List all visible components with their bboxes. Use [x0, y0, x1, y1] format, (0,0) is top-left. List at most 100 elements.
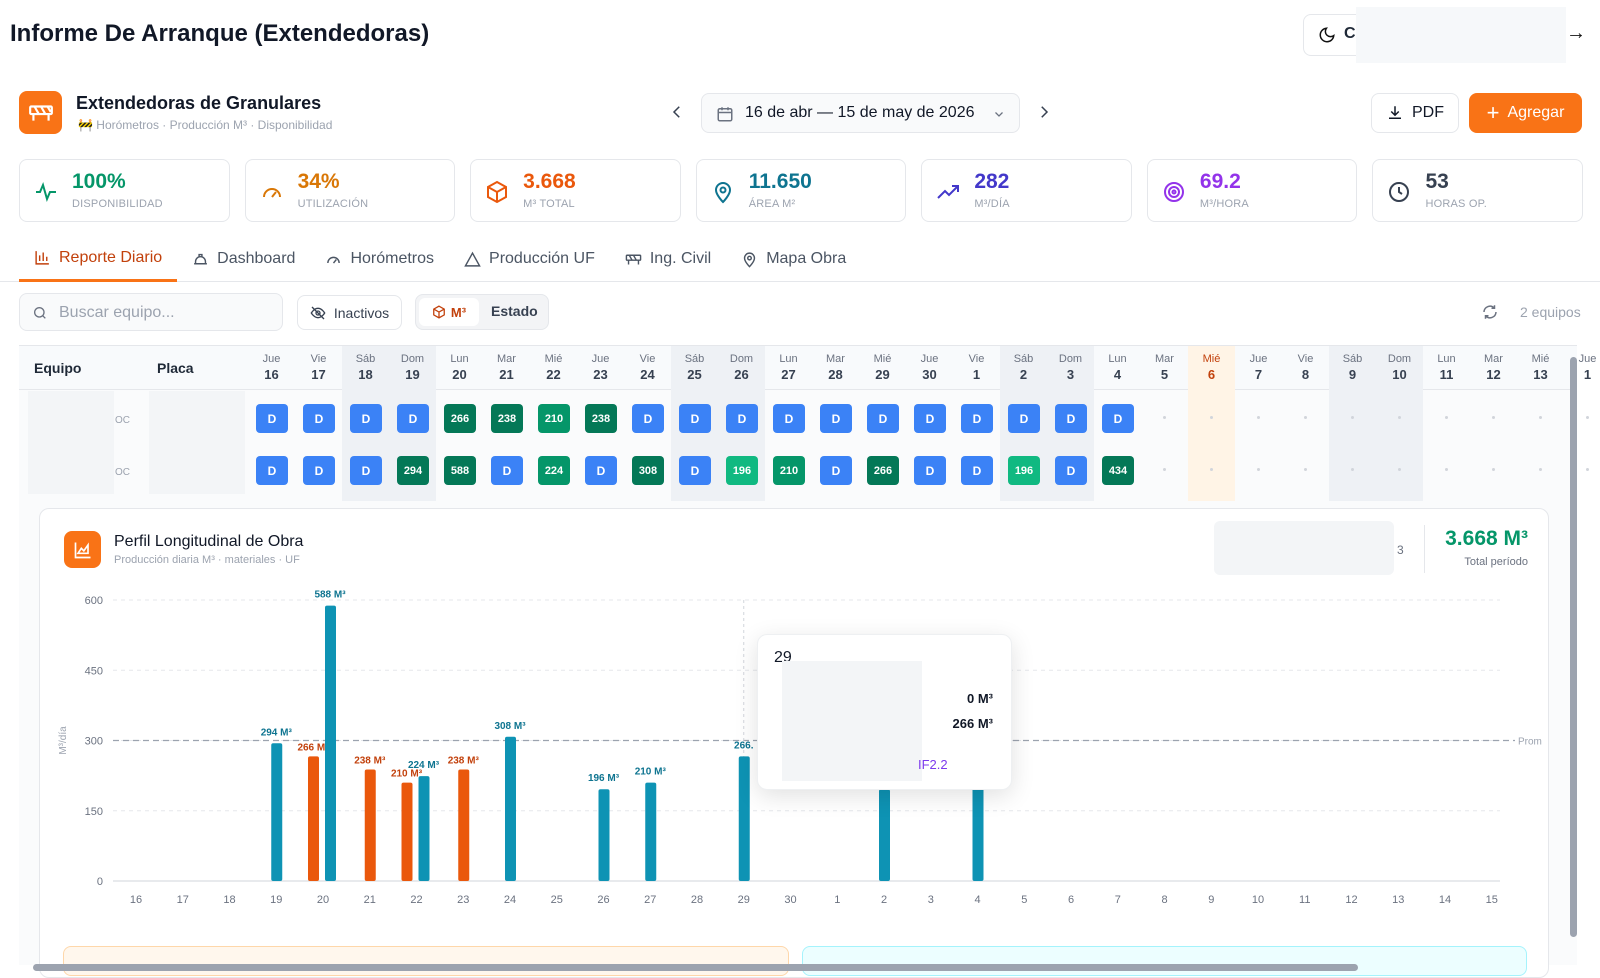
- estado-mode-button[interactable]: Estado: [491, 303, 538, 319]
- add-button[interactable]: + Agregar: [1469, 93, 1582, 133]
- grid-cell[interactable]: D: [303, 404, 335, 433]
- inactivos-toggle[interactable]: Inactivos: [297, 295, 402, 330]
- x-tick-label: 25: [551, 894, 563, 906]
- bar-label: 238 M³: [448, 756, 480, 767]
- empty-cell: [1398, 416, 1401, 419]
- grid-cell[interactable]: D: [1008, 404, 1040, 433]
- grid-cell[interactable]: D: [350, 404, 382, 433]
- grid-cell[interactable]: 294: [397, 456, 429, 485]
- calendar-icon: [717, 107, 733, 122]
- grid-cell[interactable]: D: [256, 404, 288, 433]
- day-number: 30: [922, 367, 937, 382]
- grid-cell[interactable]: D: [397, 404, 429, 433]
- day-number: 2: [1019, 367, 1028, 382]
- grid-cell[interactable]: D: [256, 456, 288, 485]
- column-header-equipo: Equipo: [34, 360, 82, 376]
- grid-cell[interactable]: D: [961, 456, 993, 485]
- grid-cell[interactable]: D: [867, 404, 899, 433]
- tab-mapa-obra[interactable]: Mapa Obra: [726, 236, 861, 282]
- day-number: 26: [734, 367, 749, 382]
- grid-cell[interactable]: 308: [632, 456, 664, 485]
- horizontal-scrollbar[interactable]: [33, 964, 1358, 971]
- grid-cell[interactable]: D: [632, 404, 664, 433]
- grid-cell[interactable]: 196: [1008, 456, 1040, 485]
- tab-reporte-diario[interactable]: Reporte Diario: [19, 236, 178, 282]
- day-number: 20: [452, 367, 467, 382]
- grid-cell[interactable]: D: [491, 456, 523, 485]
- vertical-scrollbar[interactable]: [1570, 357, 1577, 937]
- grid-cell[interactable]: D: [679, 456, 711, 485]
- grid-cell[interactable]: D: [773, 404, 805, 433]
- tab-ing-civil[interactable]: Ing. Civil: [610, 236, 726, 282]
- grid-cell[interactable]: 266: [867, 456, 899, 485]
- grid-cell[interactable]: D: [961, 404, 993, 433]
- clock-icon: [1389, 182, 1410, 202]
- day-name: Sáb: [1013, 353, 1034, 365]
- theme-toggle-button[interactable]: C: [1303, 7, 1566, 63]
- x-tick-label: 12: [1345, 894, 1357, 906]
- x-tick-label: 30: [784, 894, 796, 906]
- pdf-button[interactable]: PDF: [1371, 93, 1459, 133]
- day-header: Mié 29: [859, 346, 906, 382]
- date-range-picker[interactable]: 16 de abr — 15 de may de 2026: [701, 93, 1020, 133]
- grid-cell[interactable]: 434: [1102, 456, 1134, 485]
- bar-orange: [401, 782, 413, 881]
- chevron-left-icon: [672, 106, 680, 118]
- kpi-value: 11.650: [748, 170, 812, 193]
- previous-period-button[interactable]: [665, 100, 689, 124]
- tab-label: Reporte Diario: [59, 248, 163, 266]
- grid-cell[interactable]: 588: [444, 456, 476, 485]
- grid-cell[interactable]: D: [1055, 404, 1087, 433]
- barrier-icon: 🚧: [78, 118, 97, 132]
- grid-cell[interactable]: D: [585, 456, 617, 485]
- grid-cell[interactable]: D: [726, 404, 758, 433]
- m3-mode-button[interactable]: M³: [419, 298, 479, 326]
- day-name: Mar: [1155, 353, 1174, 365]
- grid-cell[interactable]: D: [820, 404, 852, 433]
- day-header: Lun 11: [1423, 346, 1470, 382]
- kpi-card-utilizacion: 34% UTILIZACIÓN: [244, 159, 456, 222]
- x-tick-label: 24: [504, 894, 516, 906]
- grid-cell[interactable]: D: [679, 404, 711, 433]
- day-name: Vie: [1297, 353, 1314, 365]
- kpi-label: ÁREA M²: [748, 198, 796, 210]
- day-name: Sáb: [355, 353, 376, 365]
- legend-divider: [1424, 525, 1425, 573]
- redacted-legend: [1214, 521, 1394, 575]
- arrow-right-icon[interactable]: →: [1566, 22, 1586, 44]
- refresh-icon[interactable]: [1481, 303, 1499, 321]
- day-number: 6: [1207, 367, 1216, 382]
- empty-cell: [1586, 468, 1589, 471]
- x-tick-label: 13: [1392, 894, 1404, 906]
- tab-horometros[interactable]: Horómetros: [310, 236, 449, 282]
- x-tick-label: 6: [1068, 894, 1074, 906]
- triangle-icon: [464, 251, 481, 267]
- x-tick-label: 22: [410, 894, 422, 906]
- grid-cell[interactable]: D: [914, 456, 946, 485]
- grid-cell[interactable]: D: [914, 404, 946, 433]
- day-header: Dom 3: [1047, 346, 1094, 382]
- bar-orange: [364, 769, 376, 881]
- bar-teal: [271, 743, 283, 881]
- tab-produccion-uf[interactable]: Producción UF: [449, 236, 610, 282]
- grid-cell[interactable]: 266: [444, 404, 476, 433]
- tab-dashboard[interactable]: Dashboard: [177, 236, 310, 282]
- grid-cell[interactable]: 210: [773, 456, 805, 485]
- grid-cell[interactable]: D: [820, 456, 852, 485]
- day-header: Mar 21: [483, 346, 530, 382]
- grid-cell[interactable]: 196: [726, 456, 758, 485]
- next-period-button[interactable]: [1032, 100, 1056, 124]
- tab-label: Dashboard: [217, 250, 296, 267]
- tab-label: Ing. Civil: [649, 250, 712, 267]
- grid-cell[interactable]: 238: [491, 404, 523, 433]
- grid-cell[interactable]: D: [1102, 404, 1134, 433]
- grid-cell[interactable]: 224: [538, 456, 570, 485]
- grid-cell[interactable]: 238: [585, 404, 617, 433]
- day-header: Vie 8: [1282, 346, 1329, 382]
- grid-cell[interactable]: D: [1055, 456, 1087, 485]
- grid-cell[interactable]: D: [303, 456, 335, 485]
- day-number: 17: [311, 367, 326, 382]
- grid-cell[interactable]: 210: [538, 404, 570, 433]
- grid-cell[interactable]: D: [350, 456, 382, 485]
- search-input[interactable]: Buscar equipo...: [19, 293, 283, 331]
